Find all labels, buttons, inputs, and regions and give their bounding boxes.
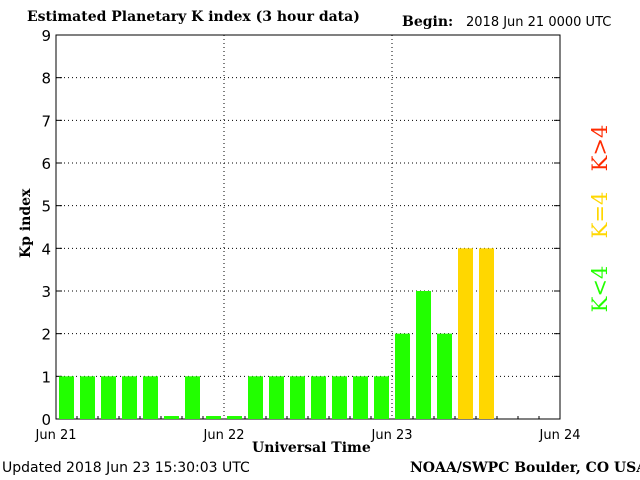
legend-k-above-4: K>4 — [588, 116, 612, 180]
legend-k-above-4-text: K>4 — [588, 124, 612, 172]
y-tick-label: 0 — [41, 411, 51, 429]
y-tick-label: 5 — [41, 198, 51, 216]
y-tick-label: 2 — [41, 326, 51, 344]
x-tick-label: Jun 21 — [35, 428, 77, 443]
legend-k-below-4: K<4 — [588, 257, 612, 321]
y-tick-label: 1 — [41, 368, 51, 386]
kp-bar — [395, 333, 410, 419]
updated-timestamp: Updated 2018 Jun 23 15:30:03 UTC — [2, 460, 250, 476]
kp-bar — [164, 416, 179, 419]
legend-k-below-4-text: K<4 — [588, 265, 612, 313]
kp-bar — [437, 333, 452, 419]
kp-bar — [416, 291, 431, 419]
kp-bar — [353, 376, 368, 419]
y-tick-label: 9 — [41, 27, 51, 45]
chart-title: Estimated Planetary K index (3 hour data… — [27, 9, 360, 25]
kp-bar — [206, 416, 221, 419]
y-tick-label: 7 — [41, 112, 51, 130]
kp-bar — [374, 376, 389, 419]
x-tick-label: Jun 23 — [371, 428, 413, 443]
kp-bar — [269, 376, 284, 419]
y-tick-label: 3 — [41, 283, 51, 301]
legend-k-equal-4-text: K=4 — [588, 191, 612, 239]
kp-bar — [227, 416, 242, 419]
x-axis-label: Universal Time — [252, 440, 371, 456]
kp-bar — [458, 248, 473, 419]
legend-k-equal-4: K=4 — [588, 183, 612, 247]
kp-bar — [479, 248, 494, 419]
kp-bar — [290, 376, 305, 419]
kp-bar — [332, 376, 347, 419]
y-tick-label: 4 — [41, 240, 51, 258]
kp-bar — [80, 376, 95, 419]
kp-bar — [122, 376, 137, 419]
y-axis-label: Kp index — [18, 188, 34, 258]
kp-bar — [311, 376, 326, 419]
x-tick-label: Jun 24 — [539, 428, 581, 443]
begin-value: 2018 Jun 21 0000 UTC — [466, 15, 612, 30]
kp-bar — [143, 376, 158, 419]
x-tick-label: Jun 22 — [203, 428, 245, 443]
y-tick-label: 6 — [41, 155, 51, 173]
y-tick-label: 8 — [41, 70, 51, 88]
kp-bar — [101, 376, 116, 419]
kp-bar — [185, 376, 200, 419]
kp-bar — [59, 376, 74, 419]
source-credit: NOAA/SWPC Boulder, CO USA — [410, 460, 640, 476]
begin-label: Begin: — [402, 14, 454, 30]
kp-bar — [248, 376, 263, 419]
